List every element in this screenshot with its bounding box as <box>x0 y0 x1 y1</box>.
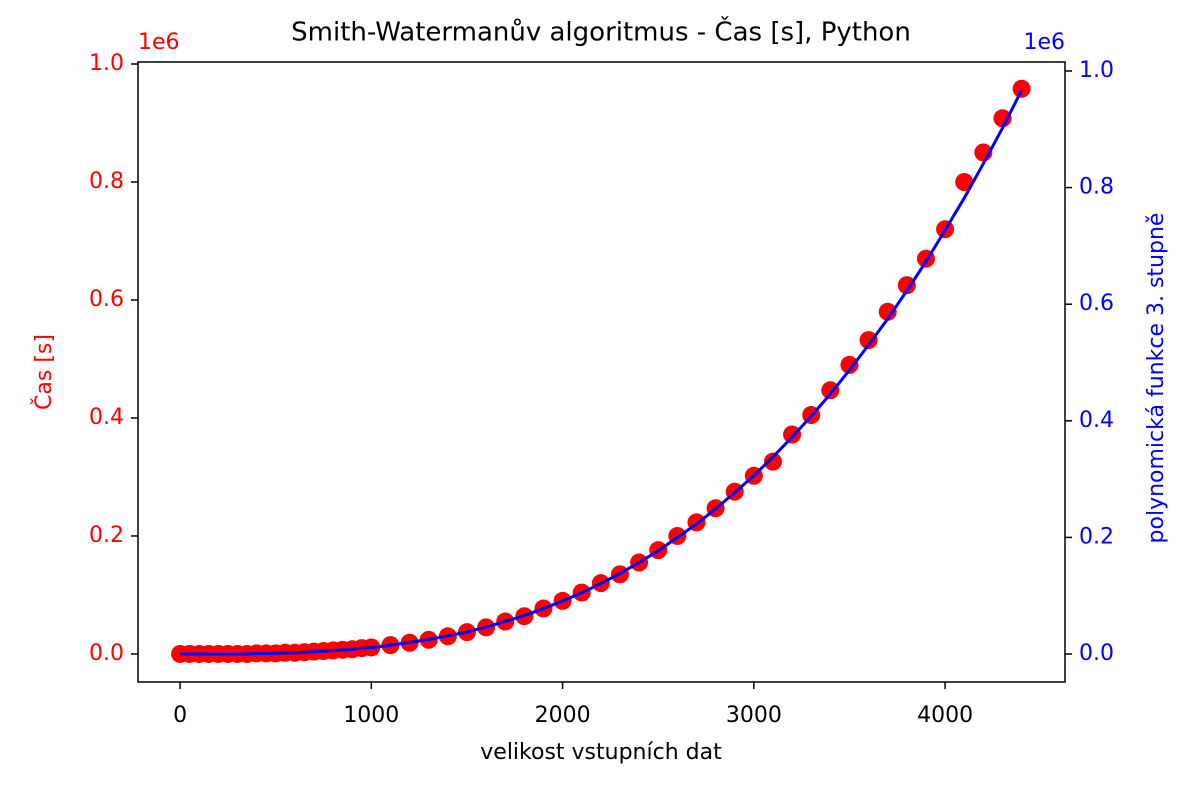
data-point <box>878 302 897 321</box>
y-tick-label: 0.2 <box>89 523 124 548</box>
chart-title: Smith-Watermanův algoritmus - Čas [s], P… <box>291 16 911 48</box>
y2-tick-label: 0.6 <box>1079 291 1114 316</box>
plot-frame <box>137 61 1066 683</box>
y2-tick-label: 1.0 <box>1079 58 1114 83</box>
y-axis-label: Čas [s] <box>31 334 57 410</box>
y-tick-label: 0.6 <box>89 287 124 312</box>
data-point <box>993 109 1012 128</box>
y-tick-label: 0.8 <box>89 169 124 194</box>
x-tick-label: 3000 <box>726 703 782 728</box>
x-axis-label: velikost vstupních dat <box>480 740 722 765</box>
data-point <box>955 173 974 191</box>
y-tick-label: 1.0 <box>89 51 124 76</box>
y-tick-label: 0.4 <box>89 405 124 430</box>
y-tick-label: 0.0 <box>89 641 124 666</box>
data-point <box>897 276 916 295</box>
y2-tick-label: 0.2 <box>1079 524 1114 549</box>
x-tick-label: 0 <box>173 703 187 728</box>
y2-tick-label: 0.4 <box>1079 408 1114 433</box>
data-point <box>840 355 859 374</box>
y-offset-label: 1e6 <box>138 30 180 55</box>
fit-line <box>180 89 1023 656</box>
data-point <box>763 452 782 471</box>
data-point <box>821 381 840 400</box>
y2-tick-label: 0.0 <box>1079 641 1114 666</box>
data-point <box>859 331 878 350</box>
y2-offset-label: 1e6 <box>1023 30 1065 55</box>
y2-axis-label: polynomická funkce 3. stupně <box>1144 213 1169 544</box>
x-tick-label: 4000 <box>917 703 973 728</box>
x-tick-label: 1000 <box>343 703 399 728</box>
y2-tick-label: 0.8 <box>1079 175 1114 200</box>
x-tick-label: 2000 <box>535 703 591 728</box>
data-point <box>1012 79 1031 98</box>
